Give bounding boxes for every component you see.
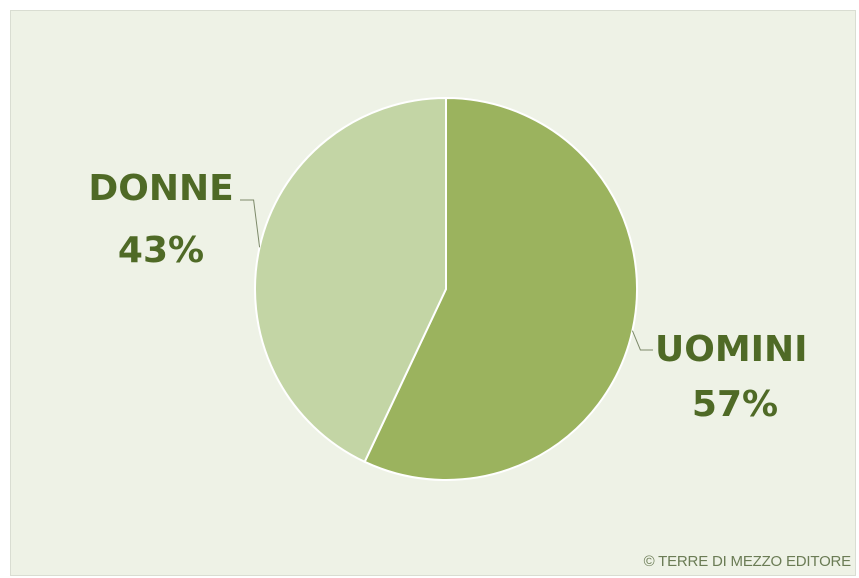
leader-line-donne	[240, 199, 261, 248]
slice-label-donne: DONNE	[88, 168, 233, 209]
pie-slices	[254, 96, 638, 481]
pie-slice-donne	[254, 96, 447, 464]
pie-slice-uomini	[363, 96, 638, 481]
copyright-credit: © TERRE DI MEZZO EDITORE	[643, 553, 852, 570]
slice-percent-donne: 43%	[118, 230, 204, 271]
leader-line-uomini	[631, 330, 653, 351]
slice-percent-uomini: 57%	[692, 384, 778, 425]
slice-label-uomini: UOMINI	[655, 329, 808, 370]
leader-lines	[240, 199, 653, 351]
